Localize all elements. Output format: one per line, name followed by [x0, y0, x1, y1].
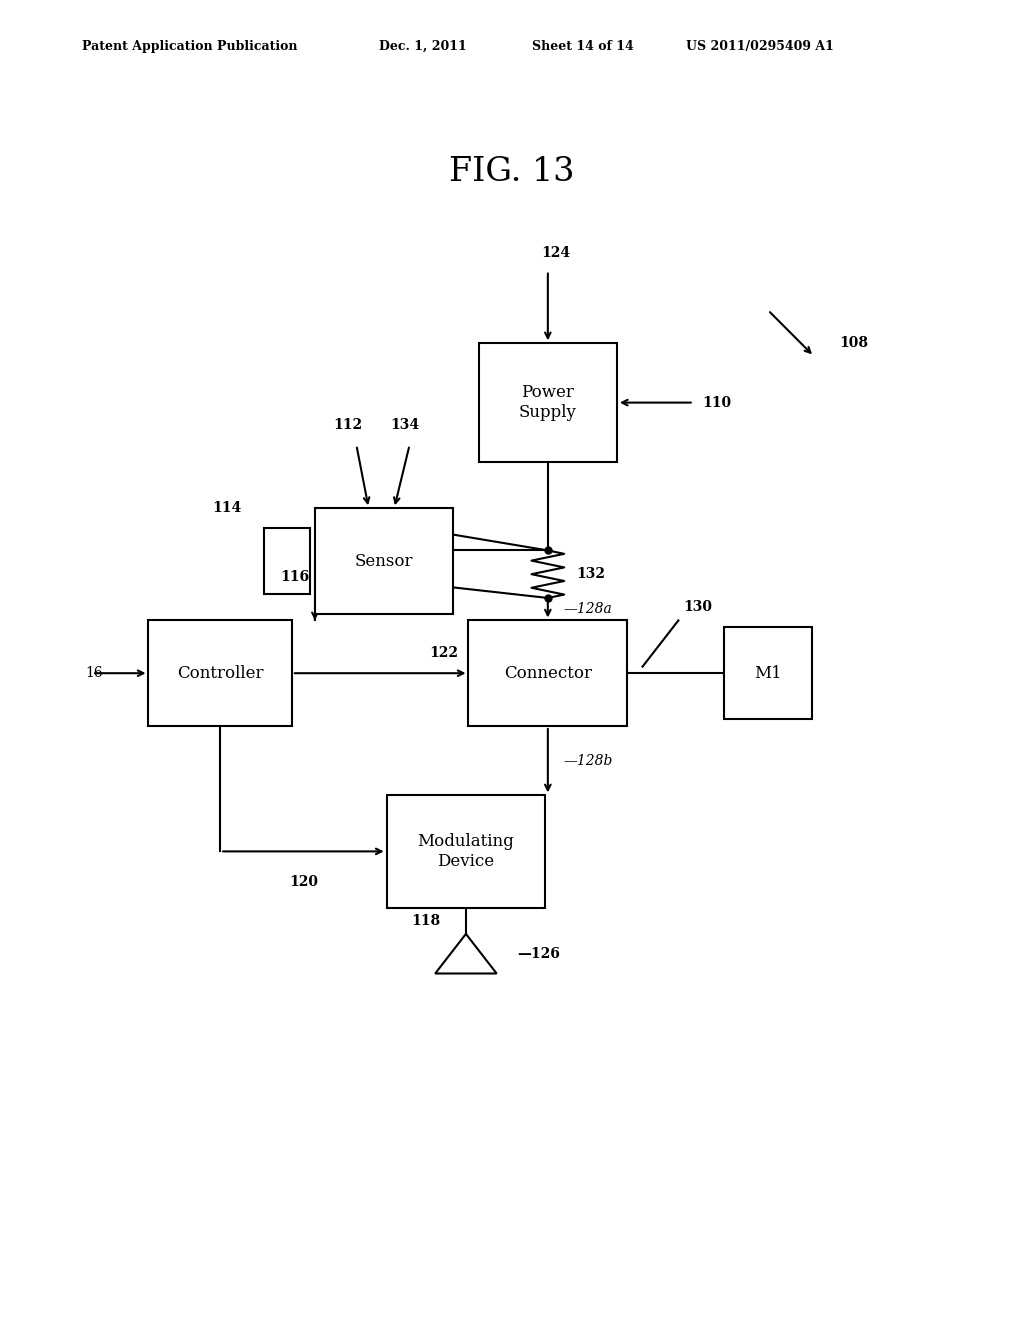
FancyBboxPatch shape — [315, 508, 453, 614]
Text: 120: 120 — [289, 875, 317, 890]
FancyBboxPatch shape — [148, 620, 292, 726]
Text: M1: M1 — [754, 665, 782, 681]
FancyBboxPatch shape — [387, 795, 545, 908]
Text: Controller: Controller — [177, 665, 263, 681]
Text: 116: 116 — [281, 570, 309, 583]
Text: US 2011/0295409 A1: US 2011/0295409 A1 — [686, 40, 834, 53]
Text: FIG. 13: FIG. 13 — [450, 156, 574, 187]
Text: Patent Application Publication: Patent Application Publication — [82, 40, 297, 53]
Text: Sensor: Sensor — [354, 553, 414, 569]
Text: Connector: Connector — [504, 665, 592, 681]
Text: 134: 134 — [390, 417, 419, 432]
Text: —126: —126 — [517, 946, 560, 961]
Text: Dec. 1, 2011: Dec. 1, 2011 — [379, 40, 467, 53]
Text: Modulating
Device: Modulating Device — [418, 833, 514, 870]
Text: 114: 114 — [213, 502, 242, 515]
FancyBboxPatch shape — [479, 343, 616, 462]
Text: 132: 132 — [577, 568, 605, 581]
Text: —128a: —128a — [563, 602, 612, 616]
Text: Sheet 14 of 14: Sheet 14 of 14 — [532, 40, 634, 53]
FancyBboxPatch shape — [469, 620, 627, 726]
Text: 16: 16 — [85, 667, 102, 680]
Text: 130: 130 — [684, 599, 713, 614]
Text: 108: 108 — [840, 337, 868, 350]
Text: 122: 122 — [429, 647, 459, 660]
Text: 118: 118 — [412, 913, 440, 928]
Text: 112: 112 — [334, 417, 362, 432]
Text: 110: 110 — [702, 396, 731, 409]
FancyBboxPatch shape — [725, 627, 811, 719]
Text: 124: 124 — [542, 246, 570, 260]
Text: —128b: —128b — [563, 754, 612, 768]
Text: Power
Supply: Power Supply — [519, 384, 577, 421]
FancyBboxPatch shape — [263, 528, 309, 594]
